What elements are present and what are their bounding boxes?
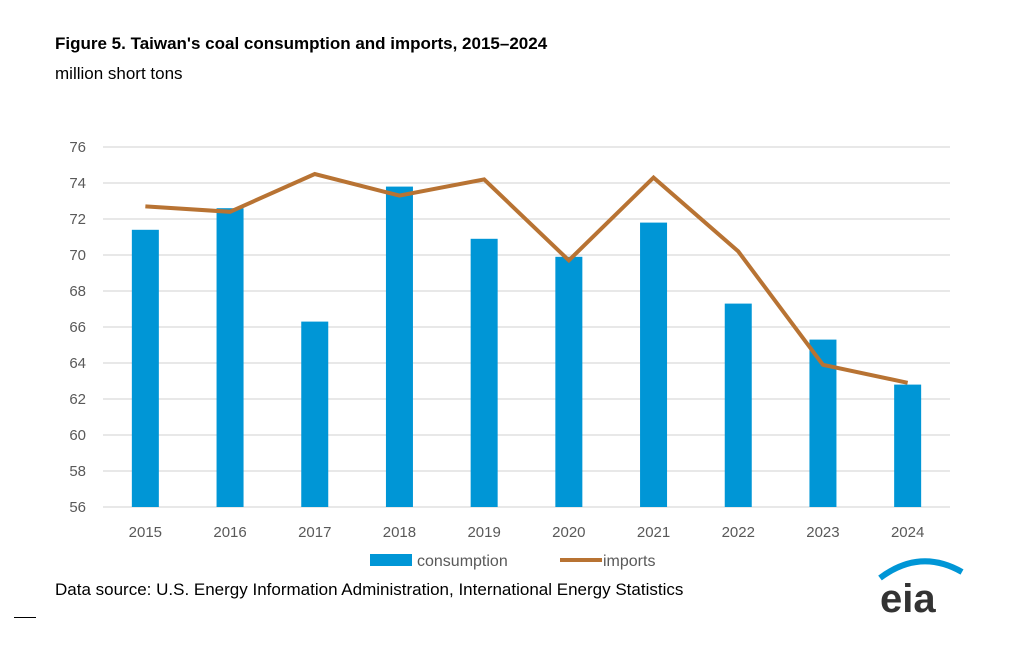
legend-swatch-consumption xyxy=(370,554,412,566)
x-tick-label: 2016 xyxy=(213,524,246,541)
x-tick-label: 2017 xyxy=(298,524,331,541)
x-tick-label: 2021 xyxy=(637,524,670,541)
bar-consumption-2015 xyxy=(131,229,159,508)
bar-consumption-2017 xyxy=(301,321,329,507)
y-tick-label: 66 xyxy=(69,319,86,336)
y-tick-label: 60 xyxy=(69,427,86,444)
divider xyxy=(14,617,36,618)
legend-label-consumption: consumption xyxy=(417,553,508,570)
chart-title: Figure 5. Taiwan's coal consumption and … xyxy=(55,34,548,53)
legend-label-imports: imports xyxy=(603,553,655,570)
bar-consumption-2022 xyxy=(724,303,752,507)
data-source: Data source: U.S. Energy Information Adm… xyxy=(55,580,684,599)
y-tick-label: 74 xyxy=(69,175,86,192)
eia-logo-text: eia xyxy=(880,577,936,621)
chart-subtitle: million short tons xyxy=(55,64,183,83)
y-tick-label: 56 xyxy=(69,499,86,516)
bar-consumption-2020 xyxy=(555,256,583,507)
x-tick-label: 2018 xyxy=(383,524,416,541)
x-tick-label: 2020 xyxy=(552,524,585,541)
x-tick-label: 2019 xyxy=(467,524,500,541)
y-tick-label: 72 xyxy=(69,211,86,228)
x-tick-label: 2023 xyxy=(806,524,839,541)
y-tick-label: 62 xyxy=(69,391,86,408)
y-tick-label: 70 xyxy=(69,247,86,264)
legend: consumption imports xyxy=(370,553,655,570)
y-tick-label: 76 xyxy=(69,139,86,156)
y-tick-label: 68 xyxy=(69,283,86,300)
y-tick-label: 64 xyxy=(69,355,86,372)
line-imports xyxy=(145,171,909,385)
x-tick-label: 2024 xyxy=(891,524,924,541)
eia-logo: eia xyxy=(878,558,964,621)
x-tick-label: 2022 xyxy=(722,524,755,541)
eia-logo-swoosh xyxy=(878,558,964,581)
x-tick-label: 2015 xyxy=(129,524,162,541)
bar-consumption-2021 xyxy=(640,222,668,507)
bar-consumption-2024 xyxy=(894,384,922,507)
bar-consumption-2019 xyxy=(470,238,498,508)
y-tick-label: 58 xyxy=(69,463,86,480)
bar-consumption-2016 xyxy=(216,208,244,507)
bar-consumption-2018 xyxy=(385,186,413,507)
